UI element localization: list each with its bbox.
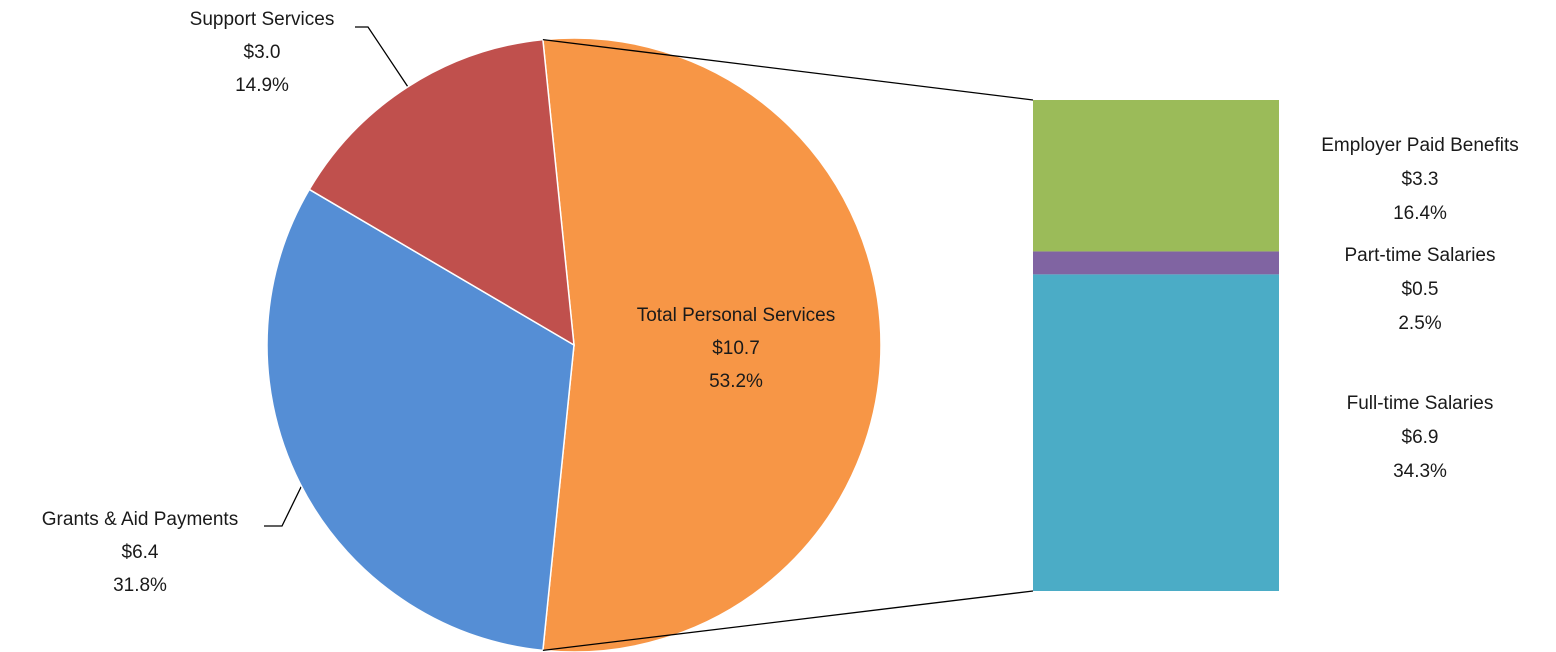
slice-value-label: $3.0 xyxy=(244,42,281,63)
slice-label: Grants & Aid Payments xyxy=(42,509,238,530)
bar-label: Employer Paid Benefits xyxy=(1321,135,1519,156)
connector-line xyxy=(542,38,1034,101)
bar-percent-label: 2.5% xyxy=(1398,313,1441,334)
connector-line xyxy=(542,590,1034,652)
bar-label: Full-time Salaries xyxy=(1347,393,1494,414)
bar-label: Part-time Salaries xyxy=(1345,245,1496,266)
bar-segment xyxy=(1033,251,1279,275)
bar-value-label: $3.3 xyxy=(1402,169,1439,190)
bar-value-label: $0.5 xyxy=(1402,279,1439,300)
pie-slice xyxy=(308,38,575,347)
slice-percent-label: 31.8% xyxy=(113,575,167,596)
slice-label: Total Personal Services xyxy=(637,305,836,326)
bar-segment xyxy=(1033,274,1279,591)
bar-segment xyxy=(1033,100,1279,252)
slice-percent-label: 14.9% xyxy=(235,75,289,96)
slice-value-label: $6.4 xyxy=(122,542,159,563)
slice-percent-label: 53.2% xyxy=(709,371,763,392)
slice-label: Support Services xyxy=(190,9,335,30)
pie-slice xyxy=(542,37,882,652)
bar-percent-label: 34.3% xyxy=(1393,461,1447,482)
bar-value-label: $6.9 xyxy=(1402,427,1439,448)
leader-line xyxy=(355,26,409,88)
slice-value-label: $10.7 xyxy=(712,338,760,359)
leader-line xyxy=(264,484,303,527)
bar-percent-label: 16.4% xyxy=(1393,203,1447,224)
pie-slice xyxy=(266,188,575,652)
